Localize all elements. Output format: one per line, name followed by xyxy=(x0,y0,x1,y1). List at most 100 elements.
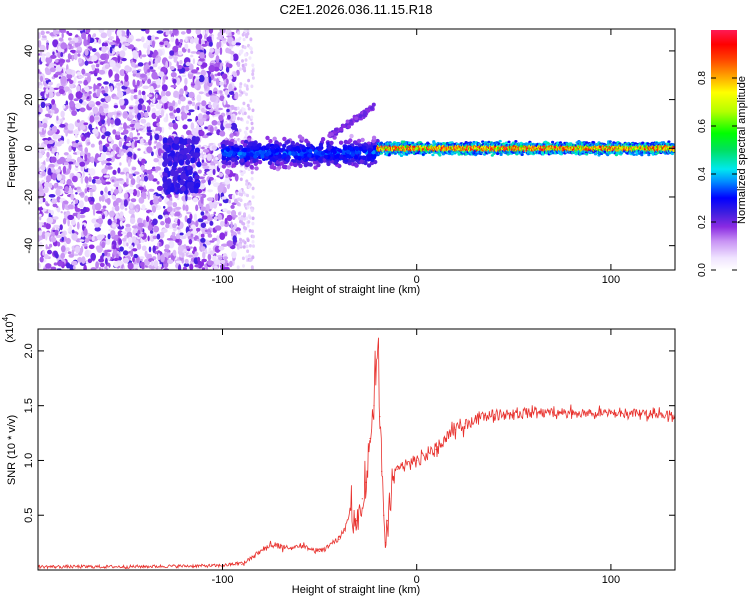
spectrogram-cell-1845 xyxy=(152,178,158,182)
spectrogram-cell-902 xyxy=(60,118,64,123)
spectrogram-cell-2733 xyxy=(242,264,245,268)
spectrogram-cell-1741 xyxy=(72,212,78,217)
spectrogram-cell-2417 xyxy=(74,245,81,254)
spectrogram-cell-1380 xyxy=(63,122,69,130)
spectrogram-cell-2806 xyxy=(244,58,248,62)
spectrogram-cell-2099 xyxy=(180,111,186,116)
spectrogram-cell-552 xyxy=(65,237,71,245)
spectrogram-cell-1686 xyxy=(81,32,87,40)
spectrogram-cell-1745 xyxy=(198,57,205,62)
spectrogram-cell-2576 xyxy=(45,88,49,95)
spectrogram-cell-2166 xyxy=(228,260,233,268)
spectrogram-cell-2512 xyxy=(160,254,165,263)
spectrogram-cell-1870 xyxy=(44,181,50,188)
spectrogram-cell-2101 xyxy=(149,230,154,234)
spectrogram-cell-2044 xyxy=(84,195,89,202)
spectrogram-cell-731 xyxy=(81,150,84,157)
spectrogram-cell-1888 xyxy=(225,174,229,179)
spectrogram-cell-2207 xyxy=(220,259,226,264)
spectrogram-cell-1611 xyxy=(196,67,200,71)
spectrogram-cell-3600 xyxy=(252,145,258,150)
spectrogram-cell-804 xyxy=(39,256,44,263)
spectrogram-cell-2492 xyxy=(173,56,178,60)
spectrogram-cell-3532 xyxy=(272,165,277,170)
spectrogram-cell-2815 xyxy=(246,32,250,36)
spectrogram-cell-1420 xyxy=(234,91,239,100)
spectrogram-cell-3518 xyxy=(359,159,364,164)
spectrogram-cell-2520 xyxy=(44,103,50,106)
spectrogram-cell-2615 xyxy=(238,216,242,221)
spectrogram-cell-1903 xyxy=(99,262,105,268)
spectrogram-cell-1135 xyxy=(106,197,111,205)
spectrogram-cell-1818 xyxy=(133,153,137,160)
spectrogram-cell-2062 xyxy=(135,100,140,105)
spectrogram-cell-2534 xyxy=(140,73,146,78)
spectrogram-cell-2130 xyxy=(178,264,182,270)
spectrogram-cell-1216 xyxy=(197,169,202,174)
spectrogram-cell-2420 xyxy=(218,162,223,169)
spectrogram-cell-3667 xyxy=(332,149,337,155)
spectrogram-cell-3248 xyxy=(240,139,245,145)
spectrogram-cell-1058 xyxy=(40,53,47,57)
spectrogram-cell-1325 xyxy=(137,132,140,136)
spectrogram-cell-987 xyxy=(47,130,54,136)
spectrogram-cell-3450 xyxy=(238,145,243,150)
spectrogram-cell-1890 xyxy=(87,36,91,43)
spectrogram-cell-3761 xyxy=(363,110,368,115)
spectrogram-cell-2489 xyxy=(127,151,133,157)
spectrogram-cell-4530 xyxy=(431,153,435,157)
spectrogram-cell-2706 xyxy=(238,128,242,133)
spectrogram-cell-1647 xyxy=(113,219,118,224)
spectrogram-cell-3439 xyxy=(292,159,297,164)
spectrogram-cell-2389 xyxy=(107,118,111,127)
spectrogram-cell-2 xyxy=(195,220,199,228)
spectrogram-cell-2165 xyxy=(198,74,205,83)
spectrogram-cell-1271 xyxy=(214,73,218,77)
spectrogram-cell-2426 xyxy=(64,186,69,193)
spectrogram-cell-1788 xyxy=(86,184,93,188)
spectrogram-cell-1593 xyxy=(200,183,206,190)
spectrogram-cell-1652 xyxy=(115,146,121,153)
spectrogram-cell-938 xyxy=(217,213,223,221)
spectrogram-cell-1409 xyxy=(71,54,74,62)
spectrogram-cell-2106 xyxy=(175,260,181,264)
spectrogram-cell-779 xyxy=(45,157,50,162)
spectrogram-cell-2527 xyxy=(122,257,130,264)
spectrogram-cell-2509 xyxy=(201,267,206,270)
spectrogram-cell-2334 xyxy=(38,181,41,188)
spectrogram-cell-2422 xyxy=(66,68,73,75)
spectrogram-cell-2961 xyxy=(179,179,185,186)
spectrogram-cell-2225 xyxy=(206,231,211,235)
spectrogram-cell-2356 xyxy=(38,230,43,236)
spectrogram-cell-1424 xyxy=(87,152,91,157)
spectrogram-cell-2352 xyxy=(146,146,153,154)
spectrogram-cell-2770 xyxy=(239,243,243,248)
spectrogram-cell-2112 xyxy=(69,79,74,84)
spectrogram-cell-2321 xyxy=(153,260,159,268)
spectrogram-cell-2201 xyxy=(132,136,138,140)
spectrogram-cell-2024 xyxy=(136,243,142,250)
figure-title: C2E1.2026.036.11.15.R18 xyxy=(280,2,433,17)
spectrogram-cell-2040 xyxy=(146,132,152,136)
spectrogram-cell-927 xyxy=(44,117,50,120)
spectrogram-cell-2197 xyxy=(123,129,129,135)
spectrogram-cell-1416 xyxy=(44,85,51,88)
spectrogram-cell-3769 xyxy=(358,114,363,119)
spectrogram-cell-3585 xyxy=(308,148,313,153)
spectrogram-cell-2920 xyxy=(167,160,173,167)
spectrogram-cell-1124 xyxy=(84,188,88,194)
spectrogram-cell-3664 xyxy=(274,148,280,153)
spectrogram-cell-270 xyxy=(223,78,227,85)
spectrogram-cell-2620 xyxy=(250,115,254,119)
spectrogram-cell-2152 xyxy=(211,237,218,242)
spectrogram-cell-2625 xyxy=(250,121,254,126)
spectrogram-cell-1134 xyxy=(122,32,126,37)
spectrogram-cell-1805 xyxy=(169,66,175,70)
spectrogram-cell-3673 xyxy=(269,157,274,162)
spectrogram-cell-3547 xyxy=(358,146,363,151)
spectrogram-cell-2265 xyxy=(228,161,232,166)
spectrogram-cell-2762 xyxy=(242,107,246,112)
spectrogram-cell-2348 xyxy=(76,119,80,123)
spectrogram-cell-2415 xyxy=(120,35,123,43)
spectrogram-cell-1722 xyxy=(230,221,233,230)
